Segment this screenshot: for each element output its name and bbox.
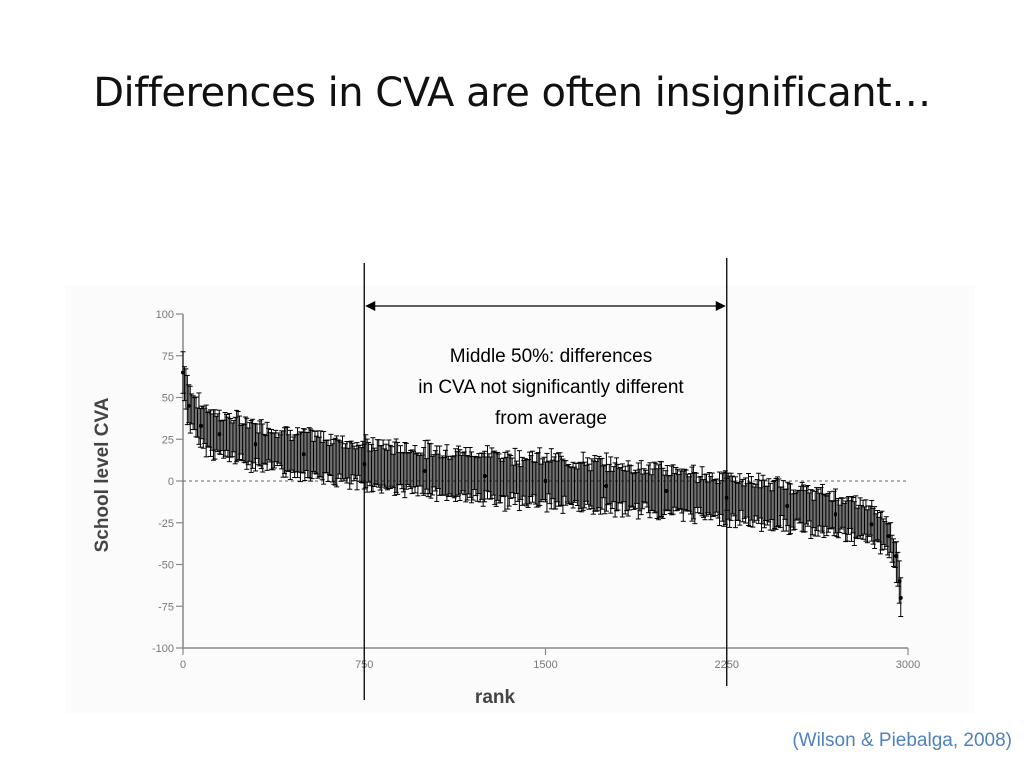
data-point — [543, 479, 548, 483]
annotation-line-3: from average — [495, 408, 607, 429]
x-axis-title: rank — [475, 687, 516, 708]
y-tick-label: -100 — [152, 643, 174, 655]
data-point — [897, 579, 902, 584]
data-point — [301, 452, 306, 457]
data-point — [664, 489, 669, 494]
data-point — [181, 370, 185, 375]
x-tick-label: 0 — [180, 659, 186, 671]
x-tick-label: 3000 — [896, 659, 920, 671]
data-point — [483, 473, 488, 478]
data-point — [603, 484, 608, 489]
data-point — [886, 534, 891, 539]
slide-title: Differences in CVA are often insignifica… — [93, 70, 931, 116]
data-point — [253, 442, 258, 447]
data-point — [833, 512, 838, 517]
data-point — [893, 554, 898, 559]
y-tick-label: 0 — [168, 476, 174, 488]
data-point — [422, 468, 427, 473]
y-tick-label: -50 — [158, 560, 174, 572]
y-tick-label: 100 — [156, 309, 174, 321]
data-point — [898, 595, 903, 600]
y-tick-label: 25 — [162, 434, 174, 446]
data-point — [187, 403, 192, 408]
y-tick-label: 75 — [162, 351, 174, 363]
citation: (Wilson & Piebalga, 2008) — [792, 730, 1012, 751]
annotation-line-1: Middle 50%: differences — [449, 346, 653, 367]
band-arrow-right-head — [715, 301, 726, 311]
y-tick-label: 50 — [162, 393, 174, 405]
middle-band-overlay — [363, 258, 728, 700]
band-arrow-left-head — [365, 301, 376, 311]
data-point — [869, 522, 874, 527]
middle-band-annotation: Middle 50%: differences in CVA not signi… — [372, 341, 730, 434]
x-tick-label: 1500 — [533, 659, 557, 671]
y-axis-title: School level CVA — [92, 397, 113, 552]
annotation-line-2: in CVA not significantly different — [418, 377, 684, 398]
data-point — [199, 423, 204, 428]
data-point — [785, 504, 790, 509]
y-tick-label: -75 — [158, 601, 174, 613]
y-tick-label: -25 — [158, 518, 174, 530]
chart-points — [180, 351, 904, 618]
data-point — [217, 432, 222, 437]
